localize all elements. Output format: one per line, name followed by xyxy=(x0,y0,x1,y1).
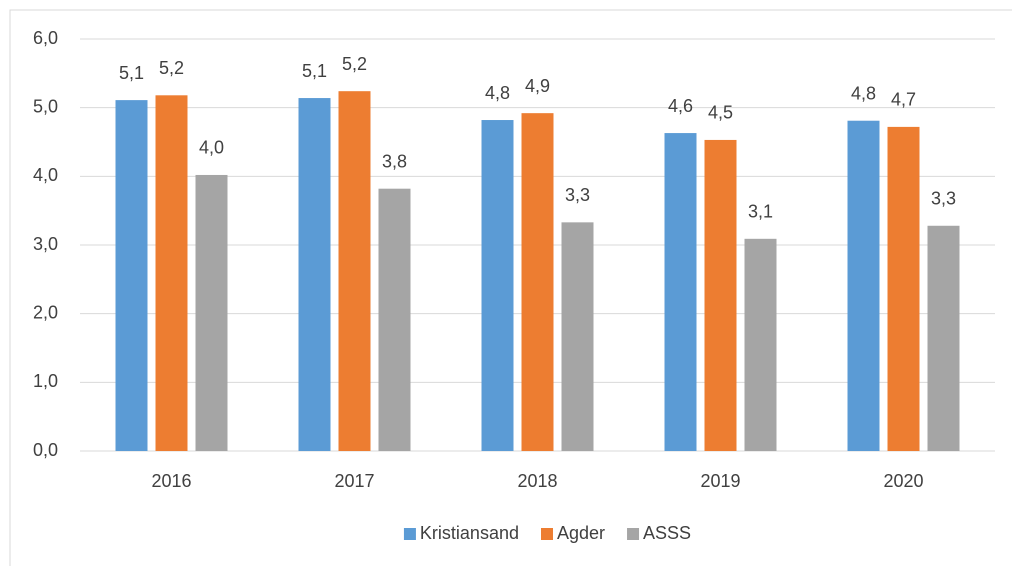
bar xyxy=(847,120,880,452)
data-label: 5,2 xyxy=(159,58,184,78)
x-tick-label: 2018 xyxy=(517,471,557,491)
legend-label: Kristiansand xyxy=(420,523,519,543)
bar xyxy=(561,222,594,451)
bar xyxy=(378,188,411,451)
data-label: 3,3 xyxy=(931,189,956,209)
data-label: 4,6 xyxy=(668,96,693,116)
legend-label: Agder xyxy=(557,523,605,543)
bar xyxy=(887,126,920,451)
bar xyxy=(704,139,737,451)
legend-swatch xyxy=(627,528,640,540)
data-label: 5,2 xyxy=(342,54,367,74)
x-tick-label: 2016 xyxy=(151,471,191,491)
legend-swatch xyxy=(403,528,416,540)
bar xyxy=(115,100,148,451)
bar xyxy=(927,225,960,451)
data-label: 4,8 xyxy=(851,83,876,103)
y-tick-label: 4,0 xyxy=(33,165,58,185)
bar xyxy=(744,238,777,451)
legend-item: Kristiansand xyxy=(403,523,519,543)
y-tick-label: 0,0 xyxy=(33,440,58,460)
x-tick-label: 2020 xyxy=(883,471,923,491)
x-tick-label: 2019 xyxy=(700,471,740,491)
data-label: 3,8 xyxy=(382,151,407,171)
y-tick-label: 6,0 xyxy=(33,28,58,48)
bar xyxy=(155,95,188,451)
y-tick-label: 3,0 xyxy=(33,234,58,254)
bar xyxy=(481,120,514,451)
data-label: 4,9 xyxy=(525,76,550,96)
legend-item: ASSS xyxy=(627,523,691,543)
data-label: 3,3 xyxy=(565,185,590,205)
bar xyxy=(521,113,554,451)
data-label: 4,0 xyxy=(199,138,224,158)
bar xyxy=(338,91,371,451)
legend-item: Agder xyxy=(540,523,605,543)
x-tick-label: 2017 xyxy=(334,471,374,491)
chart-border xyxy=(9,9,1012,566)
data-label: 4,8 xyxy=(485,83,510,103)
legend-swatch xyxy=(540,528,553,540)
data-label: 5,1 xyxy=(302,61,327,81)
bar xyxy=(195,174,228,451)
data-label: 3,1 xyxy=(748,202,773,222)
y-tick-label: 2,0 xyxy=(33,302,58,322)
data-label: 4,7 xyxy=(891,90,916,110)
data-label: 5,1 xyxy=(119,63,144,83)
data-label: 4,5 xyxy=(708,103,733,123)
bar xyxy=(298,98,331,451)
y-tick-label: 5,0 xyxy=(33,96,58,116)
bar xyxy=(664,133,697,451)
y-tick-label: 1,0 xyxy=(33,371,58,391)
legend-label: ASSS xyxy=(643,523,691,543)
